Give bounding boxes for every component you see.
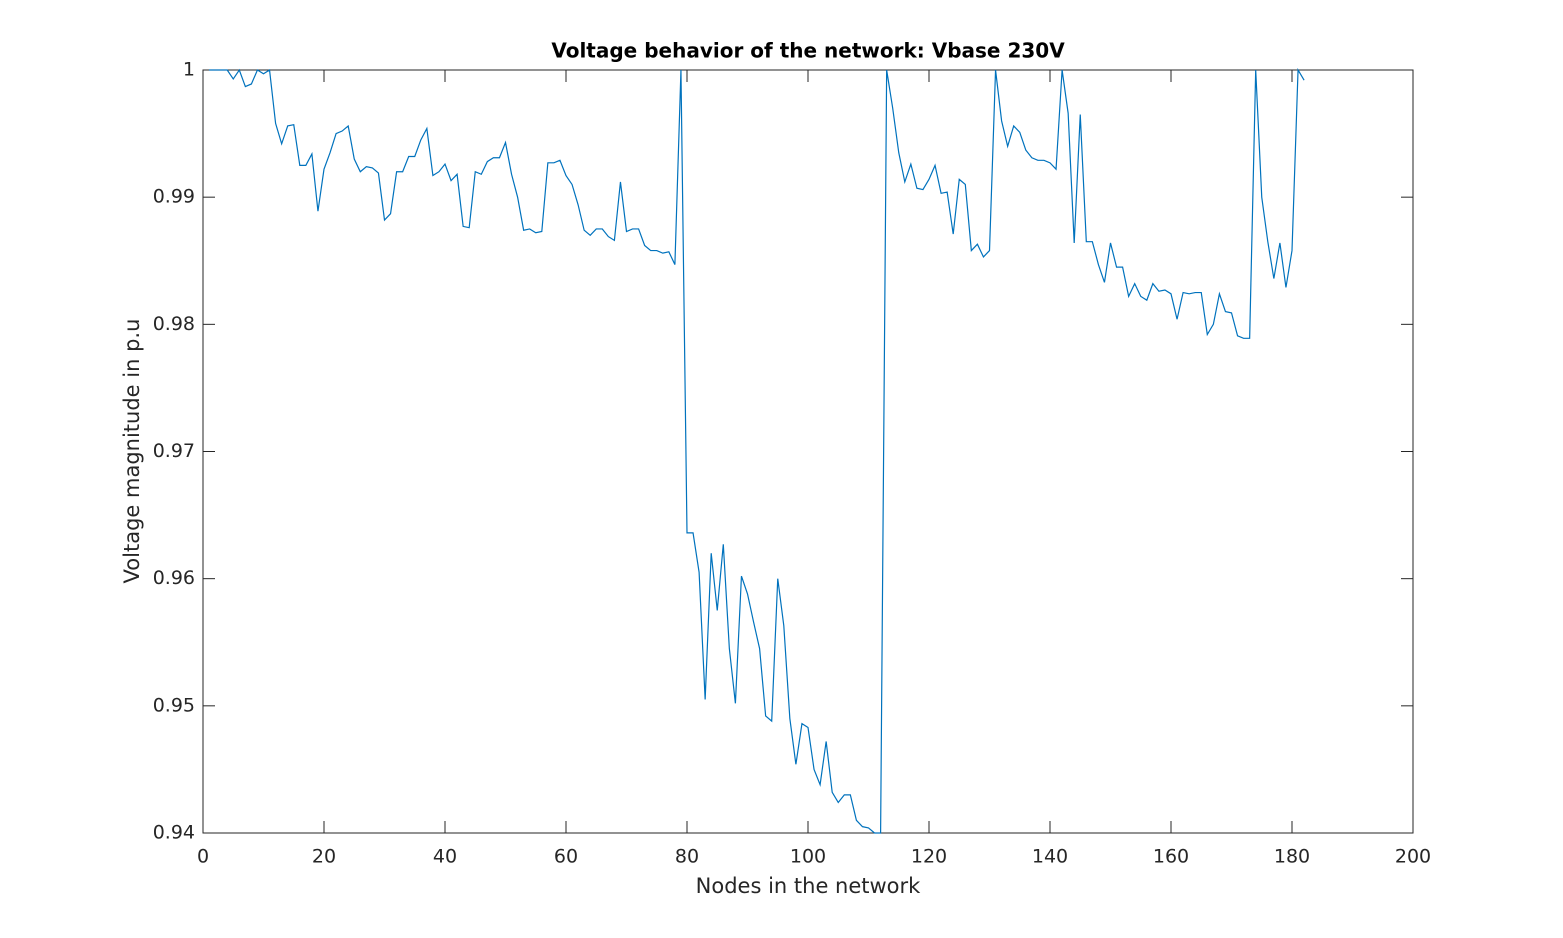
y-tick-label: 0.97 [153, 440, 195, 462]
chart-title: Voltage behavior of the network: Vbase 2… [551, 39, 1065, 63]
y-tick-label: 0.98 [153, 313, 195, 335]
axes-box [202, 69, 1414, 834]
x-tick-label: 140 [1032, 846, 1068, 868]
y-tick-label: 0.95 [153, 694, 195, 716]
x-tick-label: 180 [1274, 846, 1310, 868]
x-tick-label: 160 [1153, 846, 1189, 868]
y-tick-label: 0.96 [153, 567, 195, 589]
y-tick-label: 1 [183, 59, 195, 81]
x-tick-label: 80 [675, 846, 699, 868]
y-tick-label: 0.94 [153, 822, 195, 844]
data-line [209, 67, 1305, 834]
x-tick-label: 40 [433, 846, 457, 868]
x-tick-label: 120 [911, 846, 947, 868]
x-tick-label: 60 [554, 846, 578, 868]
x-tick-label: 20 [312, 846, 336, 868]
y-axis-label: Voltage magnitude in p.u [120, 319, 144, 584]
x-tick-label: 100 [790, 846, 826, 868]
x-tick-label: 0 [197, 846, 209, 868]
y-tick-label: 0.99 [153, 186, 195, 208]
x-axis-label: Nodes in the network [696, 874, 922, 898]
x-tick-label: 200 [1395, 846, 1431, 868]
